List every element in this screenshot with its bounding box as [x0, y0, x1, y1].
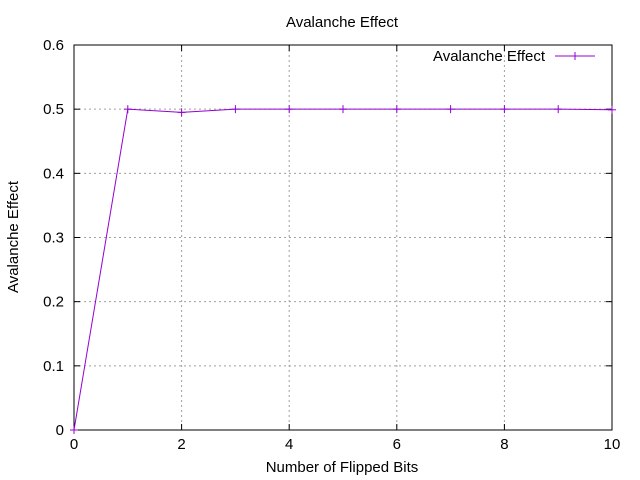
data-point: [339, 105, 347, 114]
y-tick-label: 0.2: [43, 294, 64, 311]
y-tick-label: 0.4: [43, 165, 64, 182]
y-tick-label: 0.5: [43, 101, 64, 118]
x-axis-label: Number of Flipped Bits: [266, 459, 419, 476]
data-point: [70, 426, 78, 434]
ticks: 0 2 4 6 8 10 0 0.1 0.2 0.3 0.4 0.5 0.6: [43, 37, 620, 453]
data-point: [446, 105, 455, 114]
data-point: [554, 105, 563, 114]
x-tick-label: 8: [500, 436, 508, 453]
data-point: [392, 105, 401, 114]
x-tick-label: 0: [70, 436, 78, 453]
x-tick-label: 6: [393, 436, 401, 453]
data-point: [608, 105, 616, 114]
chart-title: Avalanche Effect: [286, 14, 399, 31]
data-point: [123, 105, 132, 114]
y-tick-label: 0.1: [43, 358, 64, 375]
grid: [74, 45, 612, 430]
y-axis-label: Avalanche Effect: [5, 180, 22, 293]
x-tick-label: 2: [177, 436, 185, 453]
data-point: [177, 108, 186, 117]
y-tick-label: 0: [56, 422, 64, 439]
x-tick-label: 10: [604, 436, 621, 453]
y-tick-label: 0.6: [43, 37, 64, 54]
y-tick-label: 0.3: [43, 230, 64, 247]
series-line: [73, 108, 613, 431]
data-point: [285, 105, 294, 114]
legend: Avalanche Effect: [433, 48, 595, 65]
series-layer: [70, 105, 616, 434]
x-tick-label: 4: [285, 436, 293, 453]
data-point: [500, 105, 509, 114]
legend-label: Avalanche Effect: [433, 48, 546, 65]
data-point: [231, 105, 240, 114]
